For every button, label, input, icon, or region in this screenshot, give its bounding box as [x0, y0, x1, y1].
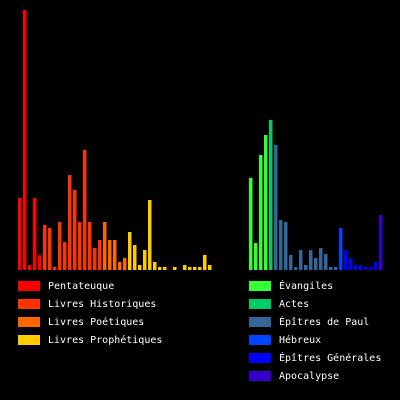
- bar: [48, 228, 52, 270]
- bar: [334, 267, 338, 270]
- bar: [113, 240, 117, 270]
- bar: [374, 262, 378, 270]
- bar: [183, 265, 187, 270]
- bar: [249, 178, 253, 270]
- bar: [118, 262, 122, 270]
- legend-label: Épîtres de Paul: [279, 315, 369, 328]
- legend-label: Livres Prophétiques: [48, 334, 162, 346]
- bar: [43, 225, 47, 270]
- bar: [133, 245, 137, 270]
- bar: [314, 258, 318, 270]
- legend-swatch: [249, 371, 271, 381]
- bar: [349, 258, 353, 270]
- legend-swatch: [249, 317, 271, 327]
- bar: [259, 155, 263, 270]
- bar: [309, 250, 313, 270]
- bar: [339, 228, 343, 270]
- bar: [379, 215, 383, 270]
- bar: [28, 265, 32, 270]
- bar: [274, 145, 278, 270]
- bar: [63, 242, 67, 270]
- legend-label: Hébreux: [279, 334, 321, 346]
- bar: [354, 265, 358, 270]
- bar: [158, 267, 162, 270]
- bar: [319, 248, 323, 270]
- bar: [93, 248, 97, 270]
- bar: [193, 267, 197, 270]
- bar: [163, 267, 167, 270]
- bar: [203, 255, 207, 270]
- bar: [143, 250, 147, 270]
- bar: [108, 240, 112, 270]
- bar: [103, 222, 107, 270]
- legend-label: Actes: [279, 299, 309, 310]
- bar: [198, 267, 202, 270]
- bar: [264, 135, 268, 270]
- bar: [364, 267, 368, 270]
- bar: [269, 120, 273, 270]
- legend-swatch: [249, 281, 271, 291]
- legend-label: Épîtres Générales: [279, 351, 381, 364]
- bar: [279, 220, 283, 270]
- bar: [83, 150, 87, 270]
- bar: [324, 254, 328, 270]
- bar: [23, 10, 27, 270]
- bar: [88, 222, 92, 270]
- legend-swatch: [249, 353, 271, 363]
- bar: [58, 222, 62, 270]
- legend-swatch: [18, 317, 40, 327]
- legend-label: Apocalypse: [279, 371, 339, 382]
- bar: [294, 267, 298, 270]
- bar: [38, 255, 42, 270]
- bar: [369, 267, 373, 270]
- bar: [148, 200, 152, 270]
- bar: [173, 267, 177, 270]
- bar: [98, 240, 102, 270]
- legend-swatch: [18, 299, 40, 309]
- bar: [33, 198, 37, 270]
- legend-swatch: [18, 281, 40, 291]
- bar: [254, 243, 258, 270]
- bar: [53, 267, 57, 270]
- bar: [344, 250, 348, 270]
- bar: [73, 190, 77, 270]
- legend-swatch: [249, 335, 271, 345]
- bar: [359, 265, 363, 270]
- bar: [153, 262, 157, 270]
- bar: [289, 255, 293, 270]
- legend-label: Pentateuque: [48, 281, 114, 292]
- bar: [18, 198, 22, 270]
- bar: [284, 222, 288, 270]
- bar: [304, 265, 308, 270]
- bar: [78, 222, 82, 270]
- bar: [128, 232, 132, 270]
- bar: [68, 175, 72, 270]
- bar: [138, 265, 142, 270]
- legend-swatch: [249, 299, 271, 309]
- bar: [123, 258, 127, 270]
- legend-label: Livres Poétiques: [48, 316, 144, 328]
- bar: [188, 267, 192, 270]
- legend-swatch: [18, 335, 40, 345]
- bar: [208, 265, 212, 270]
- legend-label: Évangiles: [279, 279, 333, 292]
- legend-label: Livres Historiques: [48, 299, 156, 310]
- bar: [299, 250, 303, 270]
- bar: [329, 267, 333, 270]
